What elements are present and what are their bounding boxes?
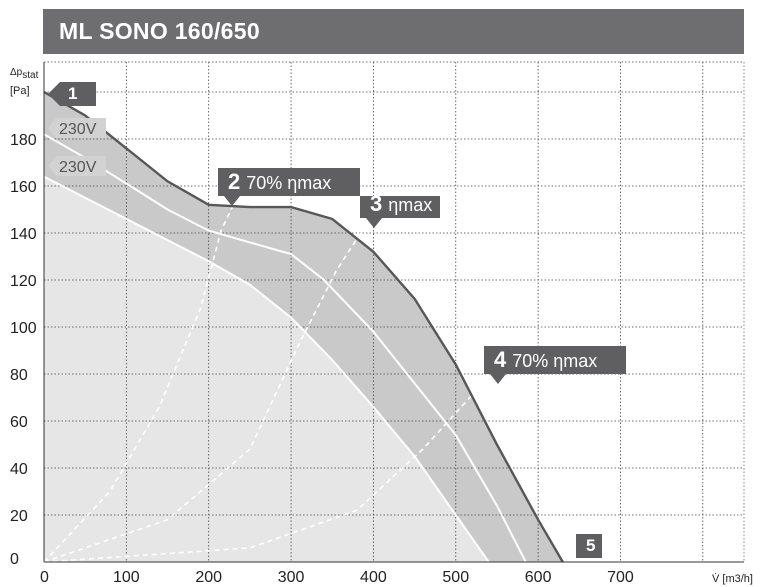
efficiency-line-4 — [43, 385, 482, 563]
x-tick-label: 100 — [113, 569, 140, 586]
x-tick-label: 400 — [360, 569, 387, 586]
y-tick-label: 60 — [10, 414, 28, 431]
voltage-label-bg — [48, 118, 106, 138]
x-tick-label: 700 — [607, 569, 634, 586]
point-3-label: 3 ηmax — [370, 191, 432, 216]
y-tick-label: 0 — [10, 551, 19, 568]
y-tick-label: 120 — [10, 273, 37, 290]
chart-title-bar: ML SONO 160/650 — [43, 9, 744, 54]
point-4-label-bg — [484, 346, 626, 384]
operating-band-lower — [44, 176, 489, 562]
point-2-label-bg — [218, 168, 360, 206]
y-tick-label: 20 — [10, 508, 28, 525]
y-tick-label: 80 — [10, 367, 28, 384]
point-1-label-bg — [48, 82, 96, 106]
y-tick-label: 140 — [10, 226, 37, 243]
y-tick-label: 180 — [10, 132, 37, 149]
point-4-label: 4 70% ηmax — [494, 347, 597, 372]
x-tick-label: 500 — [442, 569, 469, 586]
x-tick-label: 300 — [278, 569, 305, 586]
point-1-label: 1 — [68, 84, 77, 103]
point-2-label: 2 70% ηmax — [228, 169, 331, 194]
efficiency-line-2 — [43, 204, 235, 563]
x-tick-label: 0 — [40, 569, 49, 586]
y-tick-label: 100 — [10, 320, 37, 337]
y-axis-label: Δpstat — [10, 67, 39, 81]
point-5-label: 5 — [586, 536, 595, 555]
efficiency-line-3 — [43, 225, 366, 563]
voltage-label: 230V — [59, 121, 97, 138]
point-5-label-bg — [576, 534, 602, 558]
x-tick-label: 200 — [195, 569, 222, 586]
y-tick-label: 160 — [10, 179, 37, 196]
x-axis-label: V̇ [m3/h] — [712, 572, 753, 585]
performance-curve-mid — [43, 133, 527, 563]
chart-title: ML SONO 160/650 — [59, 18, 260, 44]
x-tick-label: 600 — [525, 569, 552, 586]
voltage-label-bg — [48, 156, 106, 176]
voltage-label: 230V — [59, 159, 97, 176]
point-3-label-bg — [360, 196, 440, 228]
performance-curve-min — [43, 175, 490, 563]
y-axis-unit: [Pa] — [10, 85, 30, 97]
performance-curve-max — [43, 90, 564, 563]
y-tick-label: 40 — [10, 461, 28, 478]
